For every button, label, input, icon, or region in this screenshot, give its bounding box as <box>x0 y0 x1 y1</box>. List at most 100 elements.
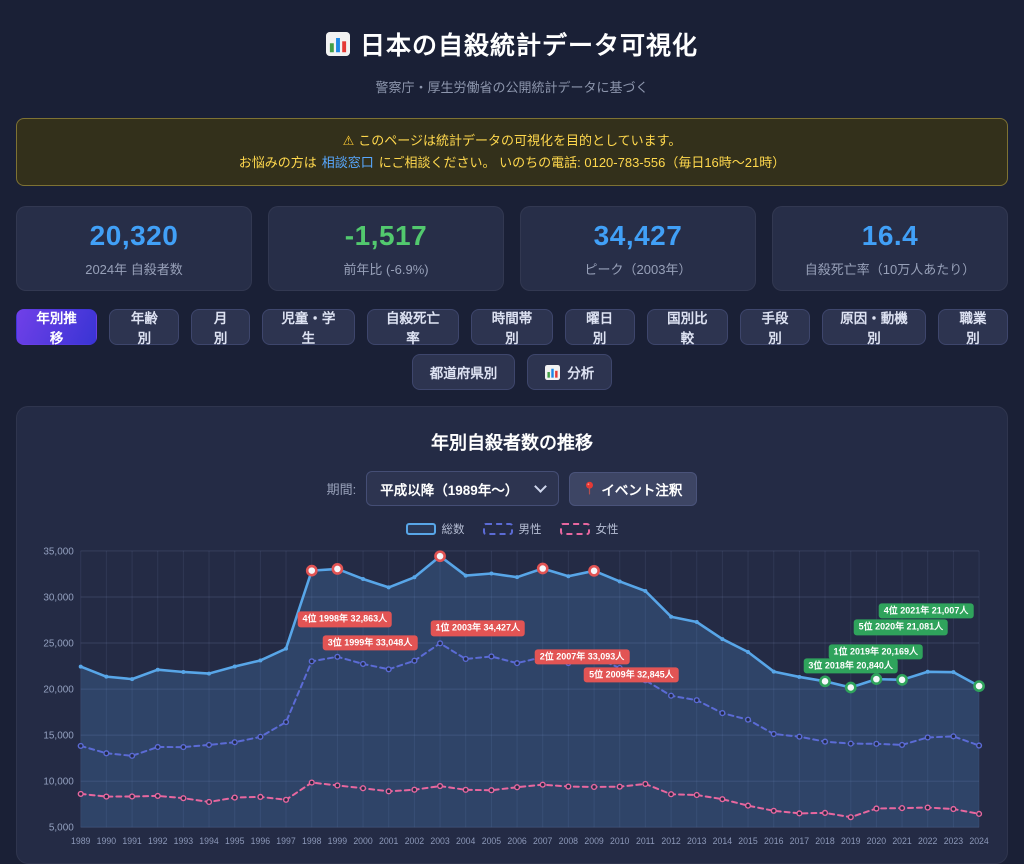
stat-label: 前年比 (-6.9%) <box>343 262 429 278</box>
tab-年齢別[interactable]: 年齢別 <box>109 309 180 346</box>
annotation-label: 4位 2021年 21,007人 <box>878 602 974 619</box>
svg-text:5,000: 5,000 <box>49 823 74 834</box>
stat-card: 16.4 自殺死亡率（10万人あたり） <box>772 206 1008 292</box>
svg-text:25,000: 25,000 <box>43 639 74 650</box>
svg-text:2017: 2017 <box>790 836 810 846</box>
tab-月別[interactable]: 月別 <box>191 309 250 346</box>
chart-controls: 期間: 平成以降（1989年〜） イベント注釈 <box>35 471 989 507</box>
stat-cards: 20,320 2024年 自殺者数 -1,517 前年比 (-6.9%) 34,427 ピ… <box>16 206 1008 292</box>
annotation-label: 1位 2003年 34,427人 <box>430 620 526 637</box>
chevron-down-icon <box>534 480 548 494</box>
annotation-label: 4位 1998年 32,863人 <box>297 611 393 627</box>
svg-text:2003: 2003 <box>430 836 450 846</box>
legend-item-女性[interactable]: 女性 <box>559 521 619 537</box>
svg-text:2010: 2010 <box>610 836 630 846</box>
svg-text:1991: 1991 <box>122 836 142 846</box>
legend-swatch <box>482 523 513 536</box>
stat-value: 20,320 <box>89 220 179 252</box>
svg-text:2006: 2006 <box>507 836 527 846</box>
stat-card: 34,427 ピーク（2003年） <box>520 206 756 292</box>
tab-児童・学生[interactable]: 児童・学生 <box>262 309 355 346</box>
svg-text:2023: 2023 <box>944 836 964 846</box>
legend-swatch <box>405 523 436 536</box>
svg-text:2020: 2020 <box>867 836 887 846</box>
stat-value: 16.4 <box>861 220 919 252</box>
svg-text:10,000: 10,000 <box>43 777 74 788</box>
line-chart[interactable]: 5,000 10,000 15,000 20,000 25,000 30,000 35,00… <box>35 541 989 851</box>
svg-text:2024: 2024 <box>969 836 989 846</box>
svg-text:1994: 1994 <box>199 836 219 846</box>
svg-text:2009: 2009 <box>584 836 604 846</box>
svg-text:1990: 1990 <box>97 836 117 846</box>
svg-text:1996: 1996 <box>251 836 271 846</box>
tab-曜日別[interactable]: 曜日別 <box>564 309 635 346</box>
svg-text:2005: 2005 <box>482 836 502 846</box>
svg-text:1999: 1999 <box>328 836 348 846</box>
svg-text:2014: 2014 <box>713 836 733 846</box>
period-select[interactable]: 平成以降（1989年〜） <box>366 471 560 507</box>
svg-text:2013: 2013 <box>687 836 707 846</box>
svg-text:1995: 1995 <box>225 836 245 846</box>
tab-手段別[interactable]: 手段別 <box>740 309 810 346</box>
tab-年別推移[interactable]: 年別推移 <box>16 309 98 346</box>
svg-text:2018: 2018 <box>815 836 835 846</box>
svg-text:2008: 2008 <box>559 836 579 846</box>
bar-chart-icon <box>545 364 561 380</box>
tab-時間帯別[interactable]: 時間帯別 <box>471 309 553 346</box>
svg-text:2019: 2019 <box>841 836 861 846</box>
page-header: 日本の自殺統計データ可視化 <box>16 26 1008 62</box>
svg-text:15,000: 15,000 <box>43 731 74 742</box>
svg-text:2021: 2021 <box>892 836 912 846</box>
tab-bar-row2: 都道府県別 分析 <box>16 354 1008 391</box>
event-annotation-button[interactable]: イベント注釈 <box>569 471 698 506</box>
page-subtitle: 警察庁・厚生労働省の公開統計データに基づく <box>375 80 649 95</box>
stat-label: ピーク（2003年） <box>584 262 692 278</box>
legend-item-総数[interactable]: 総数 <box>405 521 465 537</box>
svg-text:1997: 1997 <box>276 836 296 846</box>
chart-title: 年別自殺者数の推移 <box>431 433 593 454</box>
stat-card: -1,517 前年比 (-6.9%) <box>268 206 504 292</box>
svg-text:2012: 2012 <box>661 836 681 846</box>
tab-分析[interactable]: 分析 <box>527 354 613 391</box>
annotation-label: 5位 2009年 32,845人 <box>584 667 679 683</box>
line-chart-area[interactable]: 5,000 10,000 15,000 20,000 25,000 30,000 35,00… <box>35 541 989 851</box>
legend-item-男性[interactable]: 男性 <box>482 521 542 537</box>
svg-text:2022: 2022 <box>918 836 938 846</box>
svg-text:1989: 1989 <box>71 836 91 846</box>
tab-原因・動機別[interactable]: 原因・動機別 <box>822 309 926 346</box>
annotation-label: 3位 2018年 20,840人 <box>803 658 898 674</box>
annotation-label: 5位 2020年 21,081人 <box>853 619 949 635</box>
svg-text:20,000: 20,000 <box>43 685 74 696</box>
svg-text:2007: 2007 <box>533 836 553 846</box>
svg-text:35,000: 35,000 <box>43 547 74 558</box>
stat-value: -1,517 <box>344 220 428 252</box>
notice-banner: ⚠ このページは統計データの可視化を目的としています。 お悩みの方は 相談窓口 にご相… <box>16 118 1008 187</box>
tab-国別比較[interactable]: 国別比較 <box>646 309 728 346</box>
tab-bar-row1: 年別推移 年齢別 月別 児童・学生 自殺死亡率 時間帯別 曜日別 国別比較 手段別 原因・動機別職… <box>16 309 1008 346</box>
tab-自殺死亡率[interactable]: 自殺死亡率 <box>366 309 460 346</box>
legend-swatch <box>559 523 590 536</box>
tab-職業別[interactable]: 職業別 <box>938 309 1008 346</box>
chart-legend: 総数 男性 女性 <box>35 521 989 537</box>
pushpin-icon <box>584 481 595 496</box>
warning-icon: ⚠ <box>342 133 355 148</box>
svg-text:2002: 2002 <box>405 836 425 846</box>
svg-text:1993: 1993 <box>174 836 194 846</box>
svg-text:2015: 2015 <box>738 836 758 846</box>
annotation-label: 3位 1999年 33,048人 <box>322 635 418 651</box>
chart-panel: 年別自殺者数の推移 期間: 平成以降（1989年〜） イベント注釈 総数 男性 女性… <box>16 406 1008 864</box>
bar-chart-icon <box>325 32 350 56</box>
svg-text:30,000: 30,000 <box>43 593 74 604</box>
annotation-label: 1位 2019年 20,169人 <box>828 644 924 660</box>
period-label: 期間: <box>326 482 357 498</box>
stat-value: 34,427 <box>593 220 683 252</box>
svg-text:2001: 2001 <box>379 836 399 846</box>
svg-text:2000: 2000 <box>353 836 373 846</box>
notice-line2: お悩みの方は 相談窓口 にご相談ください。 いのちの電話: 0120-783-556… <box>238 155 786 171</box>
consultation-link[interactable]: 相談窓口 <box>321 155 374 171</box>
tab-都道府県別[interactable]: 都道府県別 <box>411 354 516 391</box>
svg-text:1998: 1998 <box>302 836 322 846</box>
stat-label: 2024年 自殺者数 <box>85 262 183 278</box>
svg-text:2004: 2004 <box>456 836 476 846</box>
